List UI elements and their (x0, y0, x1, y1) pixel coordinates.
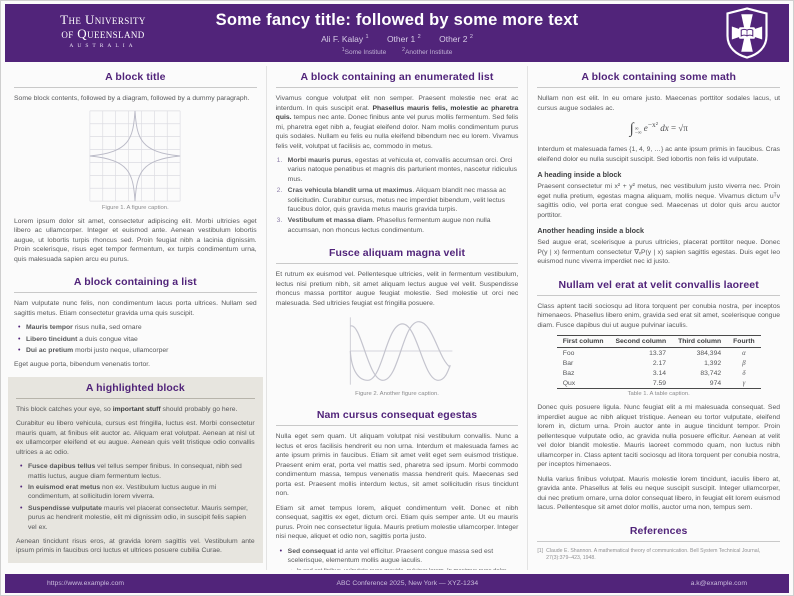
block-heading: Nam cursus consequat egestas (275, 404, 519, 427)
authors-line: Ali F. Kalay 1 Other 1 2 Other 2 2 (216, 34, 579, 44)
institutes-line: 1Some Institute 2Another Institute (216, 47, 579, 56)
footer-website: https://www.example.com (47, 580, 125, 587)
sub-bullet-list: In sed est finibus, vulputate nunc gravi… (288, 568, 519, 570)
title-area: Some fancy title: followed by some more … (216, 11, 579, 56)
list-item: Suspendisse vulputate mauris vel placera… (20, 504, 255, 532)
block-list: A block containing a list Nam vulputate … (14, 271, 257, 370)
block-heading: A block containing some math (537, 66, 781, 88)
paragraph: This block catches your eye, so importan… (16, 405, 238, 413)
university-logo: The University of Queensland AUSTRALIA (33, 13, 173, 49)
university-country: AUSTRALIA (69, 43, 137, 50)
math-formula: ∫ ∞ −∞ e−x² dx = √π (629, 120, 688, 138)
paragraph: Donec quis posuere ligula. Nunc feugiat … (537, 404, 781, 469)
list-item: Dui ac pretium morbi justo neque, ullamc… (18, 346, 257, 356)
list-item: Cras vehicula blandit urna ut maximus. A… (277, 186, 507, 213)
poster-body: A block title Some block contents, follo… (5, 66, 789, 570)
block-heading: A block title (14, 66, 257, 88)
block-heading: A block containing an enumerated list (275, 66, 519, 88)
block-figure: Fusce aliquam magna velit Et rutrum ex e… (275, 242, 519, 398)
paragraph: Eget augue porta, bibendum venenatis tor… (14, 361, 151, 369)
footer-email: a.k@example.com (690, 580, 747, 587)
paragraph: Curabitur eu libero vehicula, cursus est… (16, 420, 255, 456)
paragraph: Class aptent taciti sociosqu ad litora t… (537, 302, 781, 329)
header-bar: The University of Queensland AUSTRALIA S… (5, 4, 789, 62)
table-header-row: First column Second column Third column … (556, 335, 761, 349)
list-item: Vestibulum et massa diam. Phasellus ferm… (277, 216, 491, 234)
author: Other 1 2 (386, 34, 421, 44)
sub-list-item: In sed est finibus, vulputate nunc gravi… (291, 568, 519, 570)
block-heading: A highlighted block (16, 377, 255, 399)
block-title-block: A block title Some block contents, follo… (14, 66, 257, 264)
reference-item: [1] Claude E. Shannon. A mathematical th… (537, 547, 761, 562)
paragraph: Interdum et malesuada fames {1, 4, 9, …}… (537, 146, 781, 163)
author: Other 2 2 (439, 34, 473, 44)
data-table: First column Second column Third column … (556, 335, 761, 390)
paragraph: Nam vulputate nunc felis, non condimentu… (14, 300, 257, 317)
uq-crest-icon (721, 7, 773, 59)
paragraph: Et rutrum ex euismod vel. Pellentesque u… (275, 271, 519, 307)
block-nested-list: Nam cursus consequat egestas Nulla eget … (275, 404, 519, 570)
figure-sine-plot (276, 313, 519, 389)
highlighted-block: A highlighted block This block catches y… (8, 376, 263, 563)
paragraph: Aenean tincidunt risus eros, at gravida … (16, 537, 255, 555)
university-name-line1: The University (60, 12, 146, 27)
list-item: Sed consequat id ante vel efficitur. Pra… (280, 547, 519, 570)
block-math: A block containing some math Nullam non … (537, 66, 781, 267)
figure-caption: Figure 2. Another figure caption. (355, 391, 439, 398)
figure-star-plot (14, 109, 257, 203)
paragraph: Lorem ipsum dolor sit amet, consectetur … (14, 217, 257, 263)
paragraph: Some block contents, followed by a diagr… (14, 95, 250, 102)
table-row: Foo 13.37 384,394 α (562, 349, 746, 357)
block-references: References [1] Claude E. Shannon. A math… (537, 520, 781, 563)
list-item: In euismod erat metus non ex. Vestibulum… (20, 483, 255, 502)
footer-conference: ABC Conference 2025, New York — XYZ-1234 (336, 580, 479, 587)
bullet-list: Sed consequat id ante vel efficitur. Pra… (276, 547, 519, 570)
sub-heading: Another heading inside a block (537, 226, 644, 236)
footer-bar: https://www.example.com ABC Conference 2… (5, 574, 789, 593)
block-table: Nullam vel erat at velit convallis laore… (537, 274, 781, 513)
table-row: Qux 7.59 974 γ (556, 378, 761, 390)
author: Ali F. Kalay 1 (321, 34, 369, 44)
figure-caption: Figure 1. A figure caption. (101, 204, 169, 211)
paragraph: Nullam non est elit. In eu ornare justo.… (537, 95, 781, 112)
institute: 2Another Institute (402, 47, 453, 57)
block-heading: References (537, 520, 781, 542)
paragraph: Vivamus congue volutpat elit non semper.… (275, 95, 519, 150)
institute: 1Some Institute (341, 47, 387, 57)
block-heading: A block containing a list (14, 271, 257, 294)
paragraph: Nulla varius finibus volutpat. Mauris mo… (537, 475, 781, 512)
list-item: Libero tincidunt a duis congue vitae (18, 335, 257, 345)
paragraph: Etiam sit amet tempus lorem, aliquet con… (275, 504, 519, 541)
table-row: Bar 2.17 1,392 β (562, 359, 746, 367)
numbered-list: Morbi mauris purus, egestas at vehicula … (276, 156, 519, 235)
university-name-line2: of Queensland (61, 25, 145, 41)
list-item: Morbi mauris purus, egestas at vehicula … (277, 156, 518, 183)
paragraph: Sed augue erat, scelerisque a purus ultr… (537, 239, 781, 266)
column-1: A block title Some block contents, follo… (5, 66, 266, 570)
bullet-list: Fusce dapibus tellus vel tellus semper f… (16, 462, 255, 532)
block-heading: Nullam vel erat at velit convallis laore… (537, 274, 781, 296)
block-heading: Fusce aliquam magna velit (275, 242, 519, 265)
list-item: Mauris tempor risus nulla, sed ornare (18, 323, 257, 333)
table-caption: Table 1. A table caption. (627, 391, 690, 398)
column-2: A block containing an enumerated list Vi… (265, 66, 528, 570)
list-item: Fusce dapibus tellus vel tellus semper f… (20, 462, 255, 481)
block-enumerated-list: A block containing an enumerated list Vi… (275, 66, 519, 235)
column-3: A block containing some math Nullam non … (527, 66, 789, 570)
table-row: Baz 3.14 83,742 δ (562, 369, 746, 377)
paragraph: Praesent consectetur mi x² + y² metus, n… (537, 183, 781, 219)
poster-title: Some fancy title: followed by some more … (215, 11, 579, 29)
bullet-list: Mauris tempor risus nulla, sed ornare Li… (14, 323, 257, 356)
paragraph: Nulla eget sem quam. Ut aliquam volutpat… (275, 433, 519, 498)
sub-heading: A heading inside a block (537, 170, 622, 180)
